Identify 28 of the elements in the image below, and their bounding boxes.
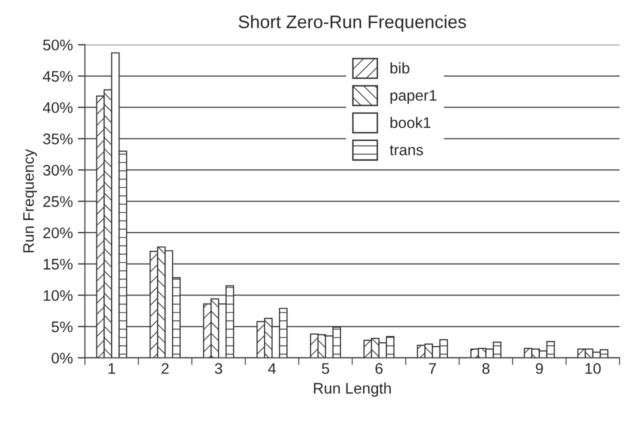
x-tick-label: 6 (376, 363, 383, 374)
x-tick-label: 3 (214, 363, 222, 374)
legend-label: paper1 (390, 90, 436, 104)
y-tick-label: 45% (42, 70, 73, 82)
y-tick-label: 0% (52, 352, 73, 364)
y-tick-label: 5% (52, 321, 73, 332)
y-tick-label: 50% (43, 40, 73, 50)
y-tick-label: 40% (42, 102, 73, 114)
x-tick-label: 5 (322, 363, 330, 374)
legend-label: bib (390, 62, 410, 74)
x-axis-title: Run Length (314, 382, 391, 397)
legend-label: trans (390, 145, 423, 156)
y-tick-label: 35% (43, 134, 73, 144)
x-tick-label: 2 (162, 363, 169, 374)
x-tick-label: 10 (586, 363, 601, 374)
y-tick-label: 30% (43, 164, 73, 176)
x-tick-label: 7 (428, 363, 436, 374)
y-tick-label: 15% (44, 258, 73, 270)
x-tick-label: 8 (482, 363, 490, 374)
chart-title: Short Zero-Run Frequencies (238, 14, 466, 32)
x-tick-label: 1 (108, 363, 116, 374)
x-tick-label: 9 (536, 363, 543, 374)
y-axis-title: Run Frequency (23, 149, 37, 252)
y-tick-label: 20% (43, 227, 73, 238)
x-tick-label: 4 (268, 363, 276, 374)
y-tick-label: 25% (43, 196, 73, 207)
y-tick-label: 10% (44, 290, 73, 301)
legend-label: book1 (390, 116, 430, 128)
